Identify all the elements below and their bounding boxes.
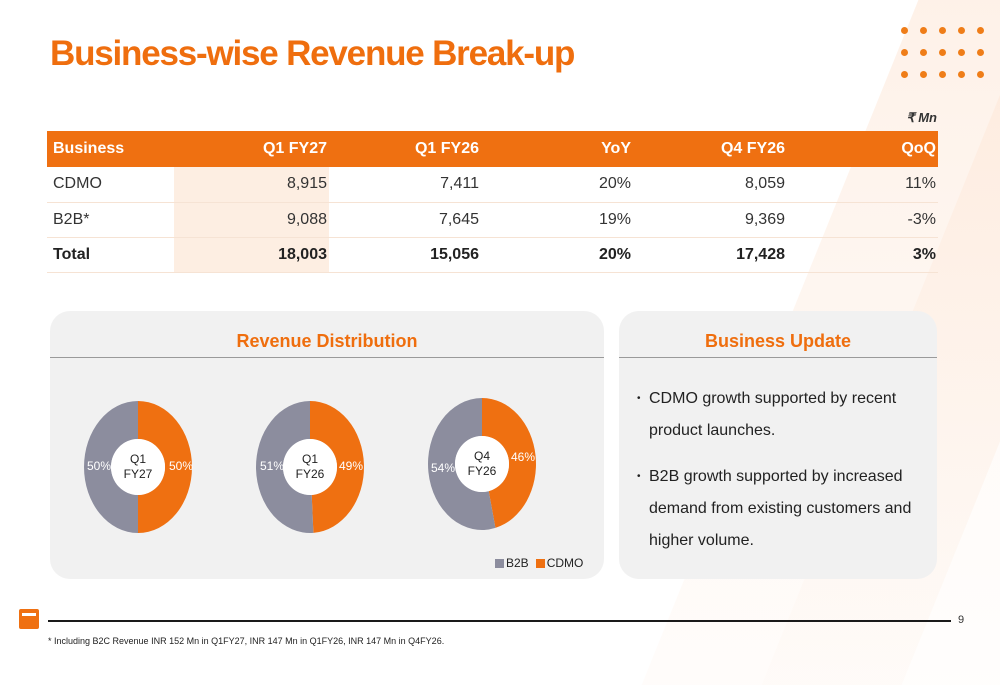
legend-item-b2b: B2B <box>495 556 529 570</box>
panel-title: Revenue Distribution <box>236 331 418 351</box>
center-line1: Q4 <box>473 449 490 463</box>
divider <box>50 357 604 358</box>
header-qoq: QoQ <box>787 131 938 167</box>
legend-swatch <box>535 558 545 568</box>
table-cell: 20% <box>481 167 633 203</box>
table-cell: 20% <box>481 237 633 273</box>
decorative-dots <box>901 27 984 78</box>
list-item: • CDMO growth supported by recent product… <box>637 383 927 447</box>
page-number: 9 <box>958 614 965 626</box>
cdmo-percent-label: 50% <box>169 459 194 473</box>
divider <box>619 357 937 358</box>
table-header-row: Business Q1 FY27 Q1 FY26 YoY Q4 FY26 QoQ <box>47 131 938 167</box>
table-cell: 19% <box>481 202 633 238</box>
bullet-text: B2B growth supported by increased demand… <box>649 468 912 549</box>
cdmo-slice <box>482 398 536 528</box>
donut-chart-q1fy26: Q1 FY26 51% 49% <box>255 400 365 534</box>
revenue-distribution-panel: Revenue Distribution Q1 FY27 50% 50% Q1 … <box>50 311 604 579</box>
table-row: B2B* 9,088 7,645 19% 9,369 -3% <box>47 202 938 238</box>
legend-label: B2B <box>506 556 529 570</box>
center-line2: FY26 <box>295 467 325 481</box>
table-cell: 8,915 <box>174 167 329 203</box>
panel-title: Business Update <box>704 331 852 351</box>
donut-hole <box>111 439 165 495</box>
table-cell: 9,088 <box>174 202 329 238</box>
center-line1: Q1 <box>301 452 318 466</box>
header-q1fy27: Q1 FY27 <box>174 131 329 167</box>
b2b-percent-label: 50% <box>87 459 112 473</box>
currency-unit: ₹ Mn <box>906 110 937 125</box>
chart-legend: B2B CDMO <box>495 556 590 570</box>
bullet-text: CDMO growth supported by recent product … <box>649 390 897 439</box>
cdmo-percent-label: 49% <box>339 459 364 473</box>
table-cell: CDMO <box>47 167 174 203</box>
table-cell: 15,056 <box>329 237 481 273</box>
donut-svg <box>428 398 536 530</box>
legend-swatch <box>495 558 504 568</box>
footer-divider <box>48 620 951 622</box>
header-q1fy26: Q1 FY26 <box>329 131 481 167</box>
list-item: • B2B growth supported by increased deman… <box>637 461 927 557</box>
table-cell: 3% <box>787 237 938 273</box>
table-cell: 11% <box>787 167 938 203</box>
donut-hole <box>455 436 509 492</box>
b2b-slice <box>428 398 496 530</box>
center-line1: Q1 <box>129 452 146 466</box>
donut-chart-q1fy27: Q1 FY27 50% 50% <box>83 400 193 534</box>
donut-center-label: Q1 FY27 <box>103 452 173 482</box>
bullet-icon: • <box>637 471 641 482</box>
company-logo <box>19 609 39 629</box>
legend-item-cdmo: CDMO <box>535 556 584 570</box>
table-cell: Total <box>47 237 174 273</box>
b2b-percent-label: 51% <box>260 459 285 473</box>
donut-svg <box>256 401 365 533</box>
donut-center-label: Q4 FY26 <box>447 449 517 479</box>
b2b-percent-label: 54% <box>431 461 456 475</box>
table-cell: 7,645 <box>329 202 481 238</box>
slide-title: Business-wise Revenue Break-up <box>50 34 575 73</box>
table-cell: 18,003 <box>174 237 329 273</box>
table-row: CDMO 8,915 7,411 20% 8,059 11% <box>47 167 938 203</box>
cdmo-slice <box>310 401 365 533</box>
revenue-table: Business Q1 FY27 Q1 FY26 YoY Q4 FY26 QoQ… <box>47 131 938 273</box>
header-q4fy26: Q4 FY26 <box>633 131 787 167</box>
bullet-icon: • <box>637 393 641 404</box>
center-line2: FY26 <box>467 464 497 478</box>
cdmo-percent-label: 46% <box>511 450 536 464</box>
table-row-total: Total 18,003 15,056 20% 17,428 3% <box>47 237 938 273</box>
b2b-slice <box>256 401 314 533</box>
center-line2: FY27 <box>123 467 153 481</box>
table-cell: B2B* <box>47 202 174 238</box>
table-cell: 8,059 <box>633 167 787 203</box>
update-list: • CDMO growth supported by recent product… <box>637 383 927 571</box>
table-cell: 17,428 <box>633 237 787 273</box>
donut-svg <box>84 401 192 533</box>
donut-center-label: Q1 FY26 <box>275 452 345 482</box>
legend-label: CDMO <box>546 556 584 570</box>
donut-hole <box>283 439 337 495</box>
header-yoy: YoY <box>481 131 633 167</box>
table-cell: 9,369 <box>633 202 787 238</box>
table-cell: 7,411 <box>329 167 481 203</box>
business-update-panel: Business Update • CDMO growth supported b… <box>619 311 937 579</box>
table-cell: -3% <box>787 202 938 238</box>
footnote: * Including B2C Revenue INR 152 Mn in Q1… <box>48 636 445 646</box>
donut-chart-q4fy26: Q4 FY26 54% 46% <box>427 397 537 531</box>
header-business: Business <box>47 131 174 167</box>
